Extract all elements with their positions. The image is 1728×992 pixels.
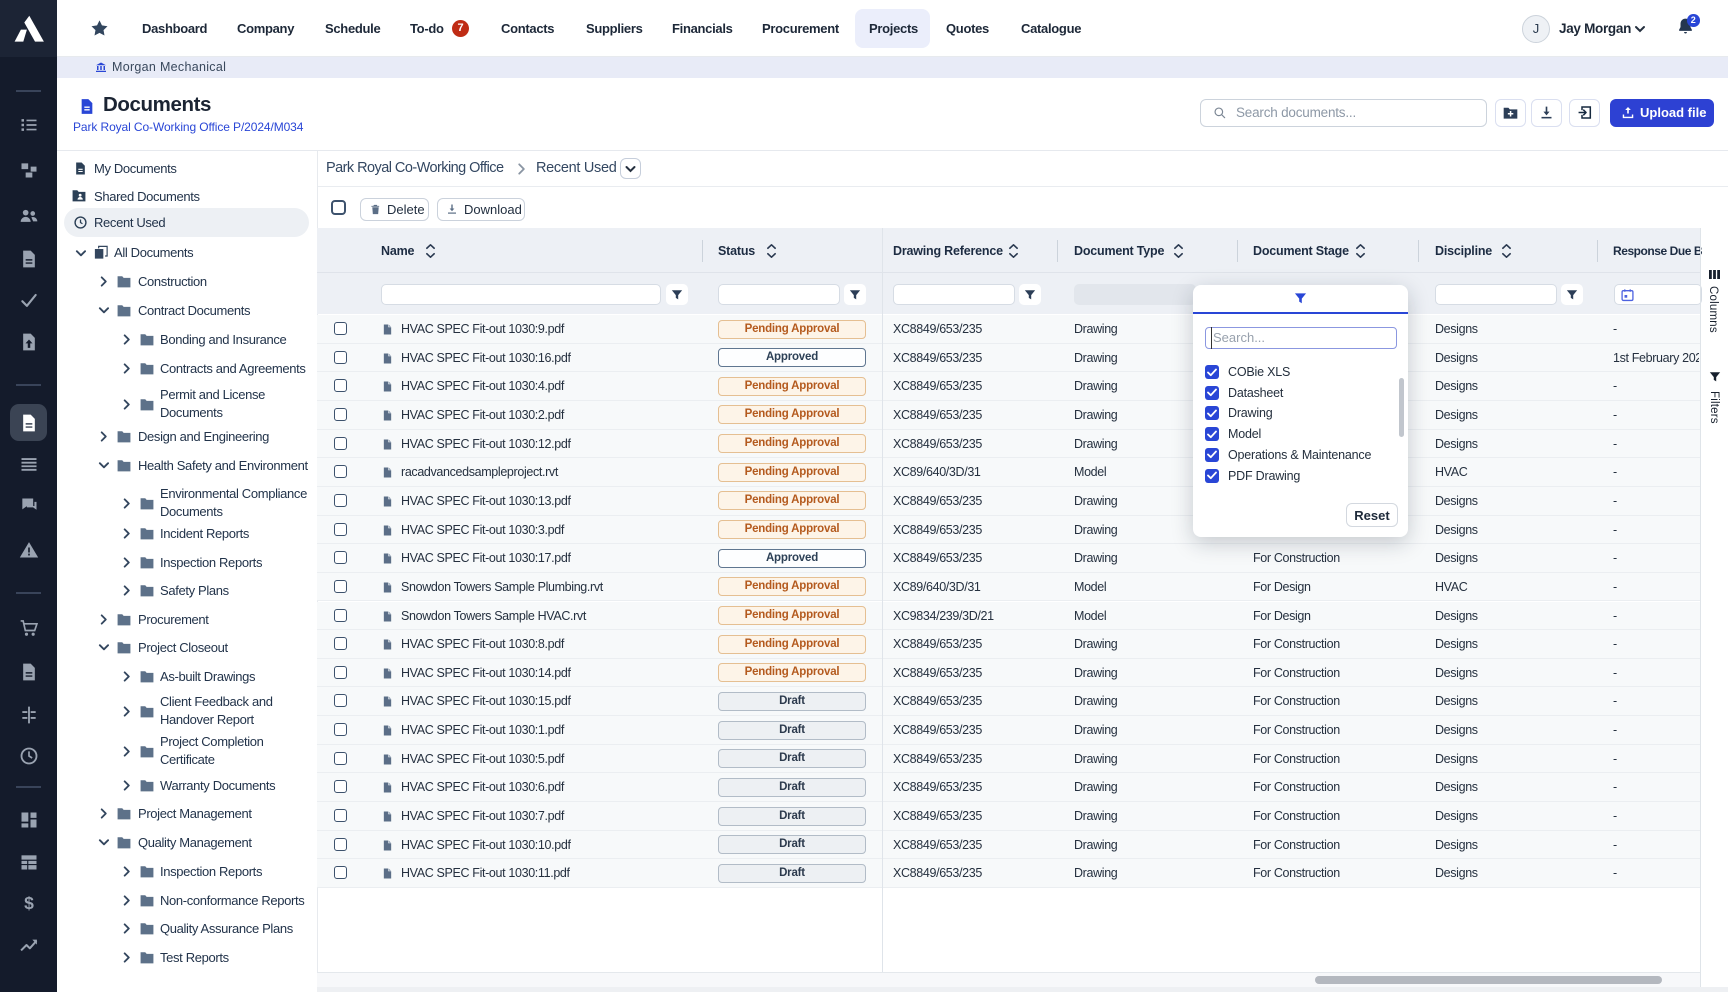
svg-text:$: $ — [24, 893, 34, 913]
